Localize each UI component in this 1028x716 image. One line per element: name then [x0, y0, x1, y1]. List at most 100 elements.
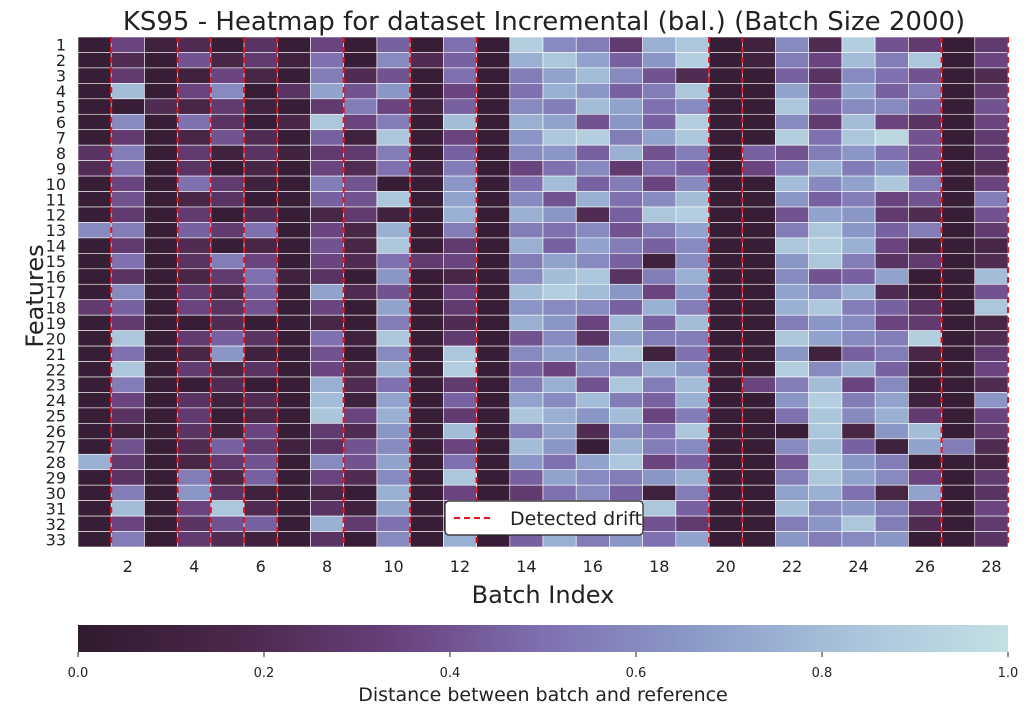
heatmap-cell	[609, 392, 643, 409]
x-tick-label: 26	[915, 557, 935, 576]
heatmap-cell	[708, 314, 743, 331]
heatmap-cell	[908, 423, 942, 440]
heatmap-cell	[775, 268, 810, 285]
heatmap-cell	[110, 160, 145, 177]
heatmap-cell	[675, 392, 710, 409]
heatmap-cell	[210, 531, 245, 548]
heatmap-cell	[177, 253, 212, 270]
heatmap-cell	[941, 129, 976, 146]
heatmap-cell	[276, 314, 311, 331]
heatmap-cell	[609, 113, 643, 131]
heatmap-cell	[775, 515, 810, 532]
heatmap-cell	[77, 361, 112, 378]
legend-label: Detected drift	[510, 508, 642, 530]
heatmap-cell	[343, 438, 378, 455]
heatmap-cell	[343, 52, 378, 69]
heatmap-cell	[443, 67, 477, 84]
heatmap-cell	[675, 500, 710, 517]
heatmap-cell	[874, 330, 909, 347]
heatmap-cell	[243, 345, 278, 362]
heatmap-cell	[741, 531, 776, 548]
heatmap-cell	[908, 67, 942, 84]
heatmap-cell	[276, 175, 311, 192]
heatmap-cell	[974, 36, 1009, 53]
heatmap-cell	[243, 407, 278, 424]
heatmap-cell	[310, 83, 345, 100]
heatmap-cell	[343, 453, 378, 471]
heatmap-cell	[77, 392, 112, 409]
heatmap-cell	[974, 469, 1009, 486]
heatmap-cell	[675, 484, 710, 501]
heatmap-cell	[177, 52, 212, 69]
heatmap-cell	[343, 36, 378, 53]
heatmap-cell	[276, 268, 311, 285]
heatmap-cell	[642, 330, 677, 347]
heatmap-cell	[443, 330, 477, 347]
heatmap-cell	[708, 469, 743, 486]
heatmap-cell	[974, 83, 1009, 100]
heatmap-cell	[476, 129, 511, 146]
heatmap-cell	[575, 268, 610, 285]
heatmap-cell	[376, 160, 411, 177]
heatmap-cell	[376, 191, 411, 208]
heatmap-cell	[177, 160, 212, 177]
heatmap-cell	[874, 253, 909, 270]
heatmap-cell	[642, 453, 677, 471]
heatmap-cell	[642, 361, 677, 378]
heatmap-cell	[874, 52, 909, 69]
heatmap-cell	[741, 515, 776, 532]
heatmap-cell	[276, 83, 311, 100]
heatmap-cell	[343, 206, 378, 223]
heatmap-cell	[210, 330, 245, 347]
heatmap-cell	[310, 52, 345, 69]
heatmap-cell	[542, 438, 577, 455]
heatmap-cell	[841, 330, 876, 347]
heatmap-cell	[376, 129, 411, 146]
heatmap-cell	[509, 484, 544, 501]
heatmap-cell	[708, 484, 743, 501]
heatmap-cell	[110, 423, 145, 440]
heatmap-cell	[509, 392, 544, 409]
heatmap-cell	[110, 515, 145, 532]
heatmap-cell	[941, 314, 976, 331]
heatmap-cell	[243, 113, 278, 131]
heatmap-cell	[376, 283, 411, 301]
heatmap-cell	[775, 113, 810, 131]
heatmap-cell	[243, 222, 278, 239]
heatmap-cell	[941, 407, 976, 424]
heatmap-cell	[509, 113, 544, 131]
heatmap-cell	[376, 175, 411, 192]
y-tick-label: 16	[46, 268, 66, 287]
heatmap-cell	[675, 237, 710, 254]
heatmap-cell	[542, 407, 577, 424]
heatmap-cell	[908, 222, 942, 239]
heatmap-cell	[243, 175, 278, 192]
heatmap-cell	[243, 52, 278, 69]
heatmap-cell	[310, 515, 345, 532]
heatmap-cell	[110, 392, 145, 409]
heatmap-cell	[476, 83, 511, 100]
heatmap-cell	[276, 531, 311, 548]
heatmap-cell	[144, 469, 178, 486]
heatmap-cell	[77, 469, 112, 486]
heatmap-cell	[974, 345, 1009, 362]
heatmap-cell	[542, 299, 577, 316]
heatmap-cell	[642, 299, 677, 316]
x-tick-label: 6	[256, 557, 266, 576]
heatmap-cell	[276, 52, 311, 69]
y-tick-label: 1	[56, 36, 66, 55]
heatmap-cell	[177, 144, 212, 161]
y-tick-label: 25	[46, 407, 66, 426]
heatmap-cell	[575, 36, 610, 53]
heatmap-cell	[243, 453, 278, 471]
y-tick-label: 33	[46, 530, 66, 549]
heatmap-cell	[409, 314, 444, 331]
heatmap-cell	[177, 484, 212, 501]
heatmap-cell	[243, 98, 278, 115]
heatmap-cell	[974, 206, 1009, 223]
heatmap-cell	[908, 113, 942, 131]
heatmap-cell	[310, 268, 345, 285]
heatmap-cell	[276, 469, 311, 486]
heatmap-cell	[609, 314, 643, 331]
heatmap-cell	[210, 175, 245, 192]
